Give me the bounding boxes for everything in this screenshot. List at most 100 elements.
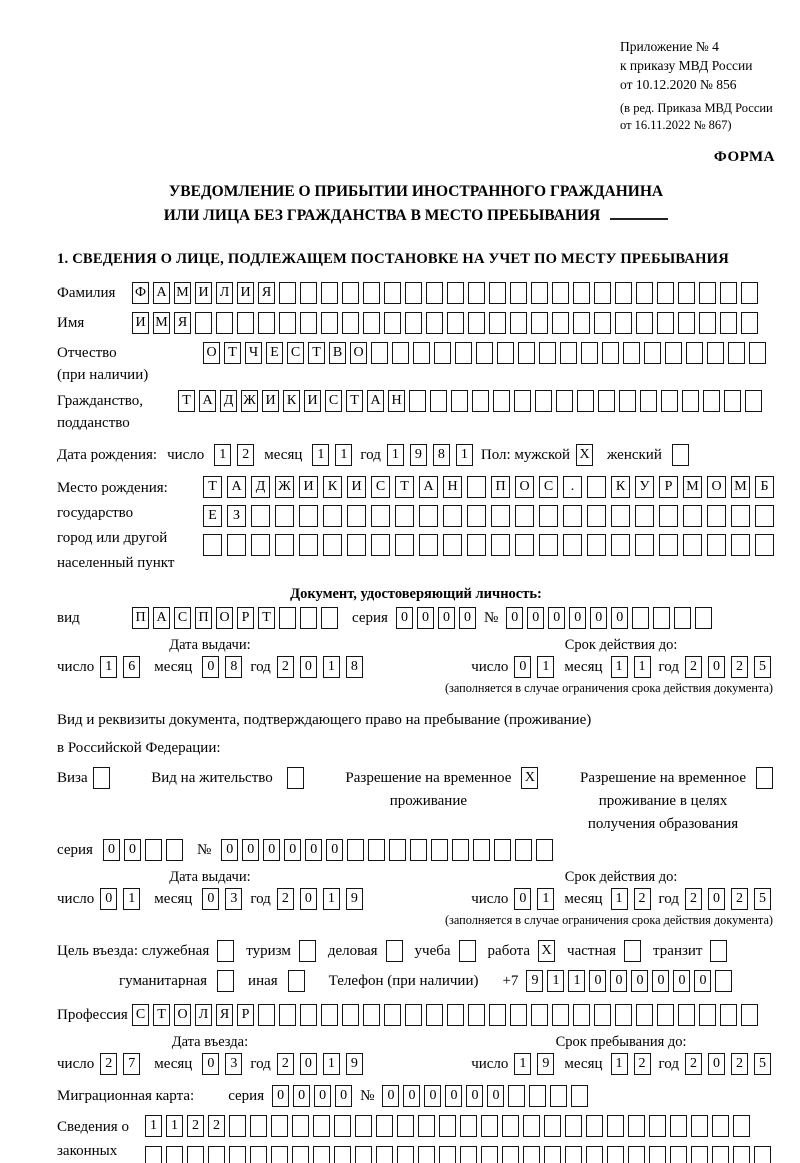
cell[interactable] (670, 1114, 687, 1137)
cell[interactable]: 3 (225, 1052, 243, 1075)
cell[interactable] (683, 504, 702, 527)
cell[interactable] (531, 1003, 548, 1026)
cell[interactable]: А (153, 606, 170, 629)
cell[interactable] (731, 504, 750, 527)
cell[interactable]: 1 (455, 443, 473, 466)
cell[interactable] (452, 838, 470, 861)
cell[interactable] (502, 1114, 519, 1137)
purpose-transit-checkbox[interactable] (710, 939, 728, 962)
cell[interactable]: 0 (445, 1084, 463, 1107)
cell[interactable] (271, 1114, 288, 1137)
cell[interactable] (611, 504, 630, 527)
cell[interactable]: 0 (437, 606, 455, 629)
cell[interactable] (355, 1114, 372, 1137)
cell[interactable]: Т (203, 475, 222, 498)
cell[interactable] (468, 1003, 485, 1026)
cell[interactable] (413, 341, 430, 364)
cell[interactable] (418, 1145, 435, 1163)
cell[interactable] (323, 533, 342, 556)
cell[interactable]: 1 (145, 1114, 162, 1137)
cell[interactable]: 0 (514, 887, 532, 910)
temp-residence-permit-checkbox[interactable]: X (521, 766, 539, 789)
cell[interactable] (439, 1145, 456, 1163)
cell[interactable] (481, 1114, 498, 1137)
cell[interactable]: Я (174, 311, 191, 334)
visa-checkbox[interactable] (92, 766, 110, 789)
cell[interactable] (439, 1114, 456, 1137)
cell[interactable] (699, 311, 716, 334)
cell[interactable] (229, 1145, 246, 1163)
cell[interactable]: А (153, 281, 170, 304)
cell[interactable]: И (304, 389, 321, 412)
cell[interactable] (515, 838, 533, 861)
cell[interactable]: 0 (299, 887, 317, 910)
cell[interactable] (292, 1114, 309, 1137)
cell[interactable] (250, 1114, 267, 1137)
cell[interactable] (731, 533, 750, 556)
cell[interactable] (395, 504, 414, 527)
cell[interactable] (187, 1145, 204, 1163)
cell[interactable] (556, 389, 573, 412)
cell[interactable]: 9 (409, 443, 427, 466)
cell[interactable] (384, 311, 401, 334)
cell[interactable] (468, 281, 485, 304)
cell[interactable]: 3 (225, 887, 243, 910)
cell[interactable] (594, 281, 611, 304)
cell[interactable]: С (174, 606, 191, 629)
cell[interactable]: 6 (123, 655, 141, 678)
cell[interactable]: Т (395, 475, 414, 498)
cell[interactable] (363, 311, 380, 334)
cell[interactable]: О (515, 475, 534, 498)
cell[interactable] (287, 969, 305, 992)
cell[interactable]: 0 (514, 655, 532, 678)
cell[interactable]: 0 (263, 838, 281, 861)
cell[interactable]: 0 (466, 1084, 484, 1107)
cell[interactable]: 2 (276, 1052, 294, 1075)
cell[interactable] (657, 1003, 674, 1026)
cell[interactable] (397, 1114, 414, 1137)
cell[interactable] (165, 838, 183, 861)
cell[interactable]: X (538, 939, 556, 962)
temp-residence-permit-education-checkbox[interactable] (756, 766, 773, 789)
cell[interactable] (514, 389, 531, 412)
cell[interactable]: Т (153, 1003, 170, 1026)
cell[interactable] (493, 389, 510, 412)
cell[interactable] (258, 1003, 275, 1026)
cell[interactable]: 1 (537, 887, 555, 910)
cell[interactable]: 2 (276, 887, 294, 910)
cell[interactable] (392, 341, 409, 364)
cell[interactable] (502, 1145, 519, 1163)
sex-female-checkbox[interactable] (671, 443, 689, 466)
cell[interactable]: 2 (685, 655, 702, 678)
cell[interactable]: М (683, 475, 702, 498)
cell[interactable] (443, 533, 462, 556)
cell[interactable] (594, 311, 611, 334)
cell[interactable]: 1 (123, 887, 141, 910)
cell[interactable]: 2 (731, 887, 748, 910)
cell[interactable] (397, 1145, 414, 1163)
cell[interactable] (271, 1145, 288, 1163)
cell[interactable]: 0 (382, 1084, 400, 1107)
cell[interactable] (724, 389, 741, 412)
cell[interactable]: Д (251, 475, 270, 498)
cell[interactable] (628, 1145, 645, 1163)
cell[interactable] (342, 1003, 359, 1026)
cell[interactable] (279, 1003, 296, 1026)
cell[interactable] (347, 533, 366, 556)
cell[interactable]: Я (216, 1003, 233, 1026)
cell[interactable] (623, 341, 640, 364)
cell[interactable]: О (203, 341, 220, 364)
cell[interactable]: 5 (754, 887, 771, 910)
cell[interactable]: 9 (537, 1052, 555, 1075)
cell[interactable] (529, 1084, 547, 1107)
cell[interactable]: 0 (272, 1084, 290, 1107)
cell[interactable] (494, 838, 512, 861)
cell[interactable] (426, 311, 443, 334)
cell[interactable] (467, 504, 486, 527)
cell[interactable] (607, 1114, 624, 1137)
cell[interactable]: Е (266, 341, 283, 364)
cell[interactable] (523, 1145, 540, 1163)
purpose-work-checkbox[interactable]: X (538, 939, 556, 962)
cell[interactable] (279, 606, 296, 629)
